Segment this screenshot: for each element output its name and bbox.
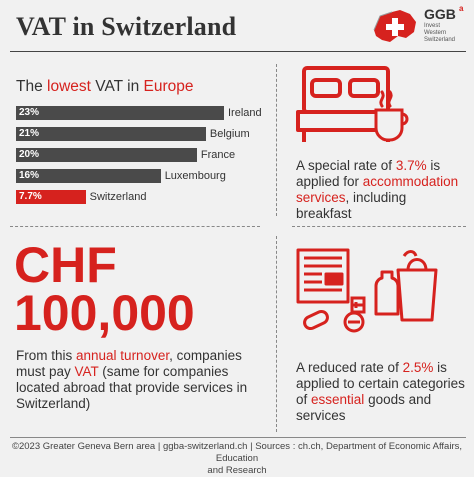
chart-bar-luxembourg: 16% [16, 169, 161, 183]
vat-bar-chart: 23% Ireland 21% Belgium 20% France 16% Luxembou… [16, 106, 276, 210]
bed-and-coffee-icon [296, 66, 409, 142]
chart-category-label: Belgium [209, 128, 250, 140]
chart-category-label: Ireland [228, 107, 262, 119]
newspaper-grocery-medicine-icon [296, 248, 438, 333]
chart-category-label: Switzerland [89, 191, 147, 203]
chart-bar-switzerland: 7.7% [16, 190, 86, 204]
swiss-map-logo-icon [373, 10, 416, 42]
vertical-divider-bottom [276, 236, 277, 432]
chart-bar-belgium: 21% [16, 127, 206, 141]
chart-category-label: Luxembourg [164, 170, 226, 182]
horizontal-divider-right [292, 226, 466, 227]
turnover-text: From this annual turnover, companies mus… [16, 348, 248, 411]
header-divider [10, 51, 466, 52]
turnover-amount: CHF 100,000 [14, 237, 195, 341]
logo-tagline: Invest Western Switzerland [424, 23, 456, 43]
chart-bar-france: 20% [16, 148, 197, 162]
reduced-rate-text: A reduced rate of 2.5% is applied to cer… [296, 360, 465, 423]
page-title: VAT in Switzerland [16, 12, 237, 41]
footer-divider [10, 437, 466, 438]
vertical-divider-top [276, 64, 277, 216]
chart-subtitle: The lowest VAT in Europe [16, 78, 194, 95]
logo-superscript: a [459, 4, 464, 13]
chart-category-label: France [200, 149, 236, 161]
accommodation-text: A special rate of 3.7% is applied for ac… [296, 158, 459, 221]
logo-name: GGB [424, 6, 456, 22]
horizontal-divider-left [10, 226, 260, 227]
chart-bar-ireland: 23% [16, 106, 224, 120]
footer-credits: ©2023 Greater Geneva Bern area | ggba-sw… [11, 441, 463, 476]
